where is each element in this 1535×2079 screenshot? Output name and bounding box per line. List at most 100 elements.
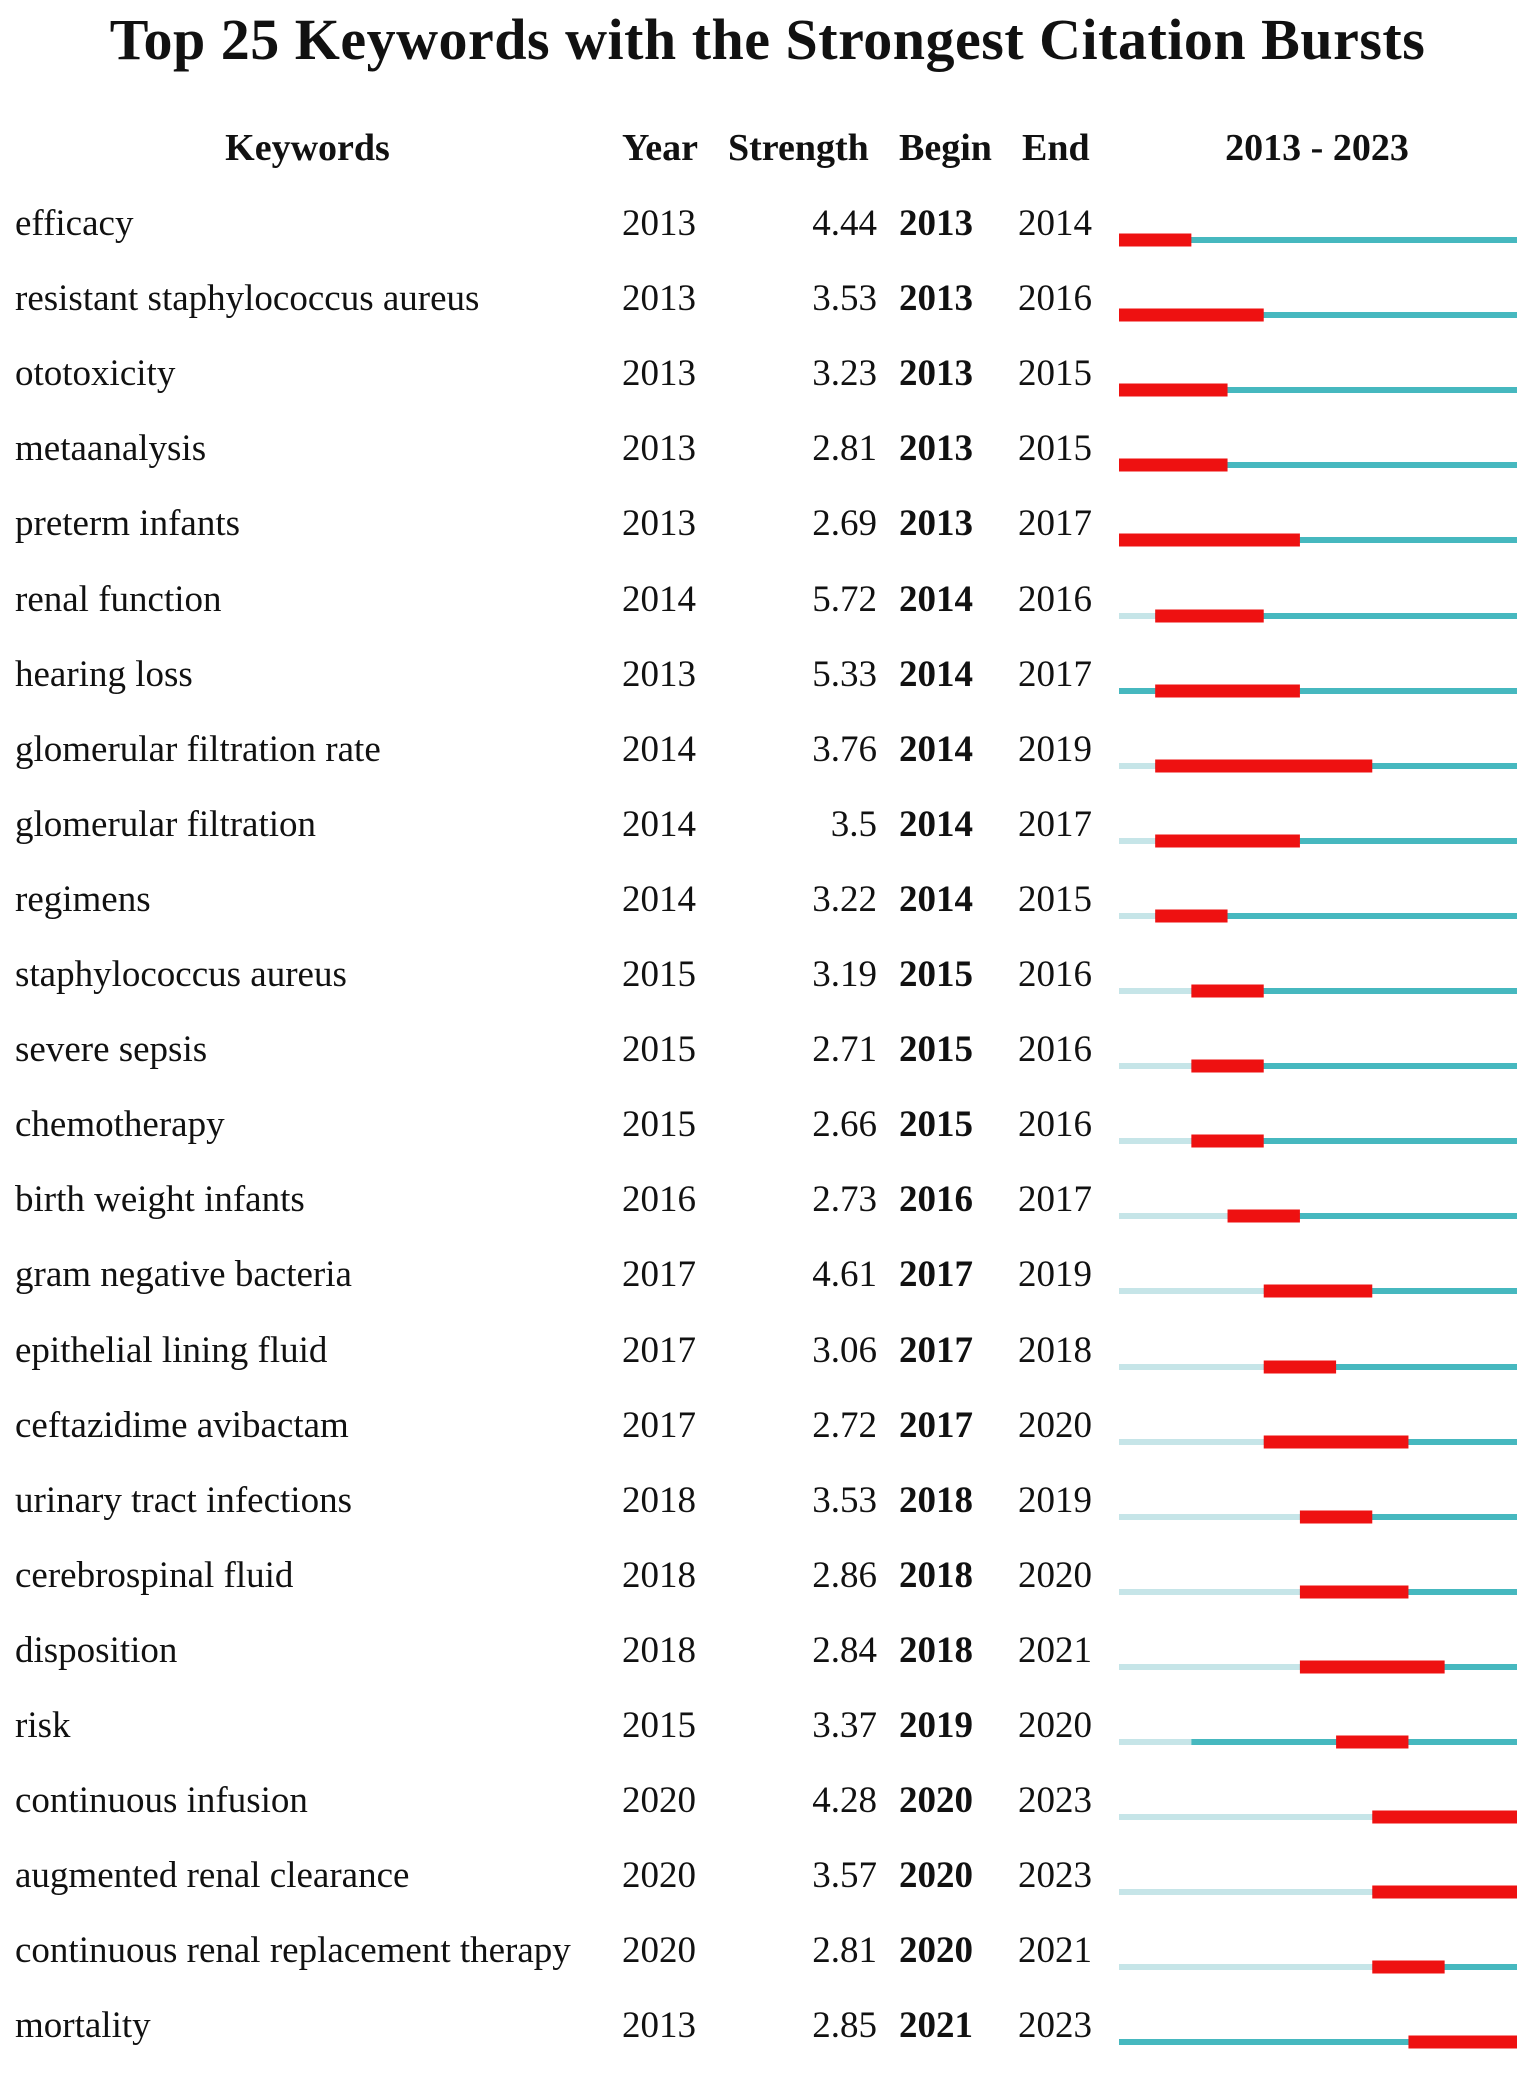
keyword-cell: renal function (15, 578, 222, 620)
burst-bar (1372, 1885, 1517, 1899)
burst-bar (1336, 1735, 1409, 1749)
end-cell: 2020 (1018, 1404, 1092, 1446)
timeline-active-segment (1119, 462, 1517, 469)
begin-cell: 2021 (899, 2005, 973, 2047)
year-cell: 2017 (622, 1254, 696, 1296)
strength-cell: 2.84 (812, 1629, 877, 1671)
end-cell: 2015 (1018, 353, 1092, 395)
header-year: Year (622, 127, 698, 169)
begin-cell: 2013 (899, 278, 973, 320)
keyword-cell: hearing loss (15, 653, 193, 695)
burst-bar (1263, 1360, 1337, 1373)
year-cell: 2020 (622, 1780, 696, 1822)
header-keywords: Keywords (225, 127, 390, 169)
keyword-cell: urinary tract infections (15, 1479, 352, 1521)
strength-cell: 3.53 (812, 1479, 877, 1521)
table-row: urinary tract infections 2018 3.53 2018 2019 (0, 1479, 1535, 1554)
strength-cell: 2.73 (812, 1179, 877, 1221)
begin-cell: 2018 (899, 1479, 973, 1521)
burst-bar (1372, 1960, 1445, 1974)
end-cell: 2019 (1018, 1254, 1092, 1296)
strength-cell: 2.85 (812, 2005, 877, 2047)
header-range: 2013 - 2023 (1225, 127, 1409, 169)
year-cell: 2014 (622, 578, 696, 620)
timeline-active-segment (1119, 687, 1517, 694)
keyword-cell: glomerular filtration rate (15, 728, 381, 770)
begin-cell: 2017 (899, 1404, 973, 1446)
end-cell: 2019 (1018, 728, 1092, 770)
timeline-inactive-segment (1119, 612, 1156, 619)
end-cell: 2016 (1018, 1029, 1092, 1071)
year-cell: 2013 (622, 278, 696, 320)
timeline-inactive-segment (1119, 1814, 1373, 1821)
burst-bar (1191, 1059, 1264, 1073)
end-cell: 2016 (1018, 1104, 1092, 1146)
burst-timeline (1119, 1885, 1517, 1899)
timeline-inactive-segment (1119, 1213, 1228, 1220)
begin-cell: 2013 (899, 353, 973, 395)
keyword-cell: glomerular filtration (15, 803, 317, 845)
keyword-cell: ceftazidime avibactam (15, 1404, 349, 1446)
burst-timeline (1119, 909, 1517, 923)
keyword-cell: continuous infusion (15, 1780, 308, 1822)
burst-bar (1263, 1284, 1373, 1298)
begin-cell: 2014 (899, 653, 973, 695)
begin-cell: 2015 (899, 1029, 973, 1071)
table-row: continuous renal replacement therapy 2020… (0, 1929, 1535, 2004)
keyword-cell: ototoxicity (15, 353, 176, 395)
strength-cell: 2.71 (812, 1029, 877, 1071)
year-cell: 2018 (622, 1554, 696, 1596)
table-row: cerebrospinal fluid 2018 2.86 2018 2020 (0, 1554, 1535, 1629)
strength-cell: 2.69 (812, 503, 877, 545)
begin-cell: 2014 (899, 878, 973, 920)
timeline-inactive-segment (1119, 1363, 1264, 1370)
keyword-cell: augmented renal clearance (15, 1855, 410, 1897)
end-cell: 2016 (1018, 278, 1092, 320)
strength-cell: 4.44 (812, 203, 877, 244)
burst-timeline (1119, 609, 1517, 622)
year-cell: 2015 (622, 1705, 696, 1746)
burst-bar (1408, 2035, 1517, 2049)
burst-timeline (1119, 1209, 1517, 1223)
begin-cell: 2013 (899, 503, 973, 545)
burst-bar (1119, 533, 1300, 547)
burst-timeline (1119, 1810, 1517, 1824)
burst-bar (1299, 1660, 1445, 1674)
table-row: mortality 2013 2.85 2021 2023 (0, 2004, 1535, 2079)
keyword-cell: severe sepsis (15, 1029, 208, 1071)
burst-bar (1119, 233, 1192, 247)
end-cell: 2021 (1018, 1930, 1092, 1972)
table-row: metaanalysis 2013 2.81 2013 2015 (0, 427, 1535, 502)
year-cell: 2017 (622, 1329, 696, 1371)
strength-cell: 3.57 (812, 1855, 877, 1897)
burst-timeline (1119, 308, 1517, 322)
year-cell: 2018 (622, 1479, 696, 1521)
strength-cell: 3.37 (812, 1705, 877, 1746)
year-cell: 2013 (622, 203, 696, 244)
begin-cell: 2014 (899, 728, 973, 770)
keyword-cell: epithelial lining fluid (15, 1329, 328, 1371)
chart-title: Top 25 Keywords with the Strongest Citat… (109, 7, 1426, 72)
end-cell: 2017 (1018, 1179, 1092, 1221)
timeline-inactive-segment (1119, 1288, 1264, 1295)
strength-cell: 2.81 (812, 428, 877, 470)
year-cell: 2013 (622, 353, 696, 395)
table-row: ototoxicity 2013 3.23 2013 2015 (0, 352, 1535, 427)
keyword-cell: resistant staphylococcus aureus (15, 278, 480, 320)
timeline-active-segment (1119, 537, 1517, 544)
year-cell: 2015 (622, 1104, 696, 1146)
begin-cell: 2013 (899, 428, 973, 470)
strength-cell: 2.81 (812, 1930, 877, 1972)
timeline-active-segment (1191, 988, 1517, 994)
end-cell: 2018 (1018, 1329, 1092, 1371)
burst-timeline (1119, 1284, 1517, 1298)
table-row: efficacy 2013 4.44 2013 2014 (0, 202, 1535, 277)
burst-timeline (1119, 759, 1517, 773)
year-cell: 2013 (622, 653, 696, 695)
keyword-cell: chemotherapy (15, 1104, 225, 1146)
end-cell: 2016 (1018, 954, 1092, 995)
burst-bar (1155, 759, 1373, 773)
timeline-active-segment (1119, 237, 1517, 243)
timeline-active-segment (1227, 1213, 1517, 1220)
